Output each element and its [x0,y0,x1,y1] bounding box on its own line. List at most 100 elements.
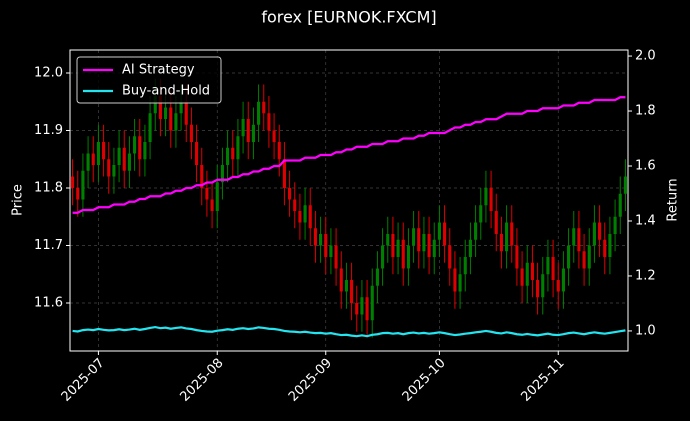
candle-body [189,124,193,142]
candle-body [195,141,199,165]
candle-body [86,153,90,171]
candle-body [453,268,457,292]
candle-body [561,268,565,292]
series-line [72,96,626,214]
candle-body [603,239,607,257]
legend-label: AI Strategy [122,63,195,78]
candle-body [76,187,80,200]
candle-body [567,245,571,269]
candle-body [102,141,106,160]
candle-body [365,297,369,321]
series-line [72,325,626,338]
candle-body [587,245,591,269]
candle-body [344,279,348,292]
candle-body [339,268,343,292]
candle-body [298,210,302,223]
candle-body [169,107,173,131]
candle-body [71,176,75,188]
y-tick-label: 11.6 [34,295,63,310]
candle-body [598,222,602,240]
candle-body [179,101,183,114]
candle-body [375,268,379,286]
candle-body [262,101,266,114]
y2-tick-label: 1.4 [635,213,656,228]
candle-body [489,187,493,211]
candle-body [184,101,188,125]
y-tick-label: 11.7 [34,238,63,253]
candle-body [432,239,436,257]
candle-body [164,107,168,119]
candle-body [592,222,596,246]
candle-body [577,228,581,252]
candle-body [556,279,560,292]
candle-body [396,239,400,257]
candle-body [143,141,147,160]
candle-body [370,285,374,321]
candle-body [220,164,224,183]
candle-body [138,136,142,160]
candle-body [443,222,447,246]
candle-body [231,147,235,160]
plot-frame [69,49,629,352]
candle-body [293,199,297,211]
y-tick-label: 12.0 [34,65,63,80]
y2-axis-label: Return [666,178,681,221]
candle-body [494,210,498,234]
candle-body [510,222,514,246]
candle-body [272,130,276,142]
candle-body [127,153,131,171]
legend: AI Strategy Buy-and-Hold [76,56,222,104]
candle-body [505,222,509,252]
candle-body [277,141,281,160]
candle-body [117,147,121,165]
y2-tick-label: 2.0 [635,49,656,64]
candle-body [205,187,209,200]
candle-body [582,251,586,269]
candle-body [381,245,385,269]
candle-body [81,170,85,200]
candle-body [530,262,534,280]
candle-body [313,228,317,246]
candle-body [401,239,405,269]
candle-body [437,222,441,240]
y-tick-label: 11.9 [34,123,63,138]
candle-body [479,205,483,223]
candle-body [551,256,555,280]
candle-body [350,279,354,303]
candle-body [515,245,519,269]
candle-body [448,245,452,269]
y-tick-label: 11.8 [34,180,63,195]
candle-body [226,147,230,165]
candle-body [122,147,126,171]
candle-body [107,159,111,177]
candle-body [334,245,338,269]
candle-body [427,233,431,257]
candle-body [546,256,550,275]
y2-tick-label: 1.6 [635,159,656,174]
candle-body [241,118,245,137]
candle-body [386,233,390,246]
candle-body [463,256,467,275]
candle-body [417,228,421,252]
candle-body [572,228,576,246]
candle-body [520,268,524,286]
candle-body [267,113,271,131]
candle-body [355,302,359,315]
candle-body [541,274,545,298]
candle-body [251,124,255,142]
candle-body [613,216,617,234]
candle-body [499,233,503,252]
y-axis-label: Price [11,184,26,216]
candle-body [474,222,478,240]
candle-body [391,233,395,257]
candle-body [484,187,488,206]
candle-body [246,118,250,142]
candle-body [422,233,426,252]
candle-body [257,101,261,125]
candle-body [319,233,323,246]
candle-body [618,193,622,217]
candle-body [324,233,328,257]
chart-title: forex [EURNOK.FXCM] [261,8,436,27]
candle-body [288,187,292,200]
